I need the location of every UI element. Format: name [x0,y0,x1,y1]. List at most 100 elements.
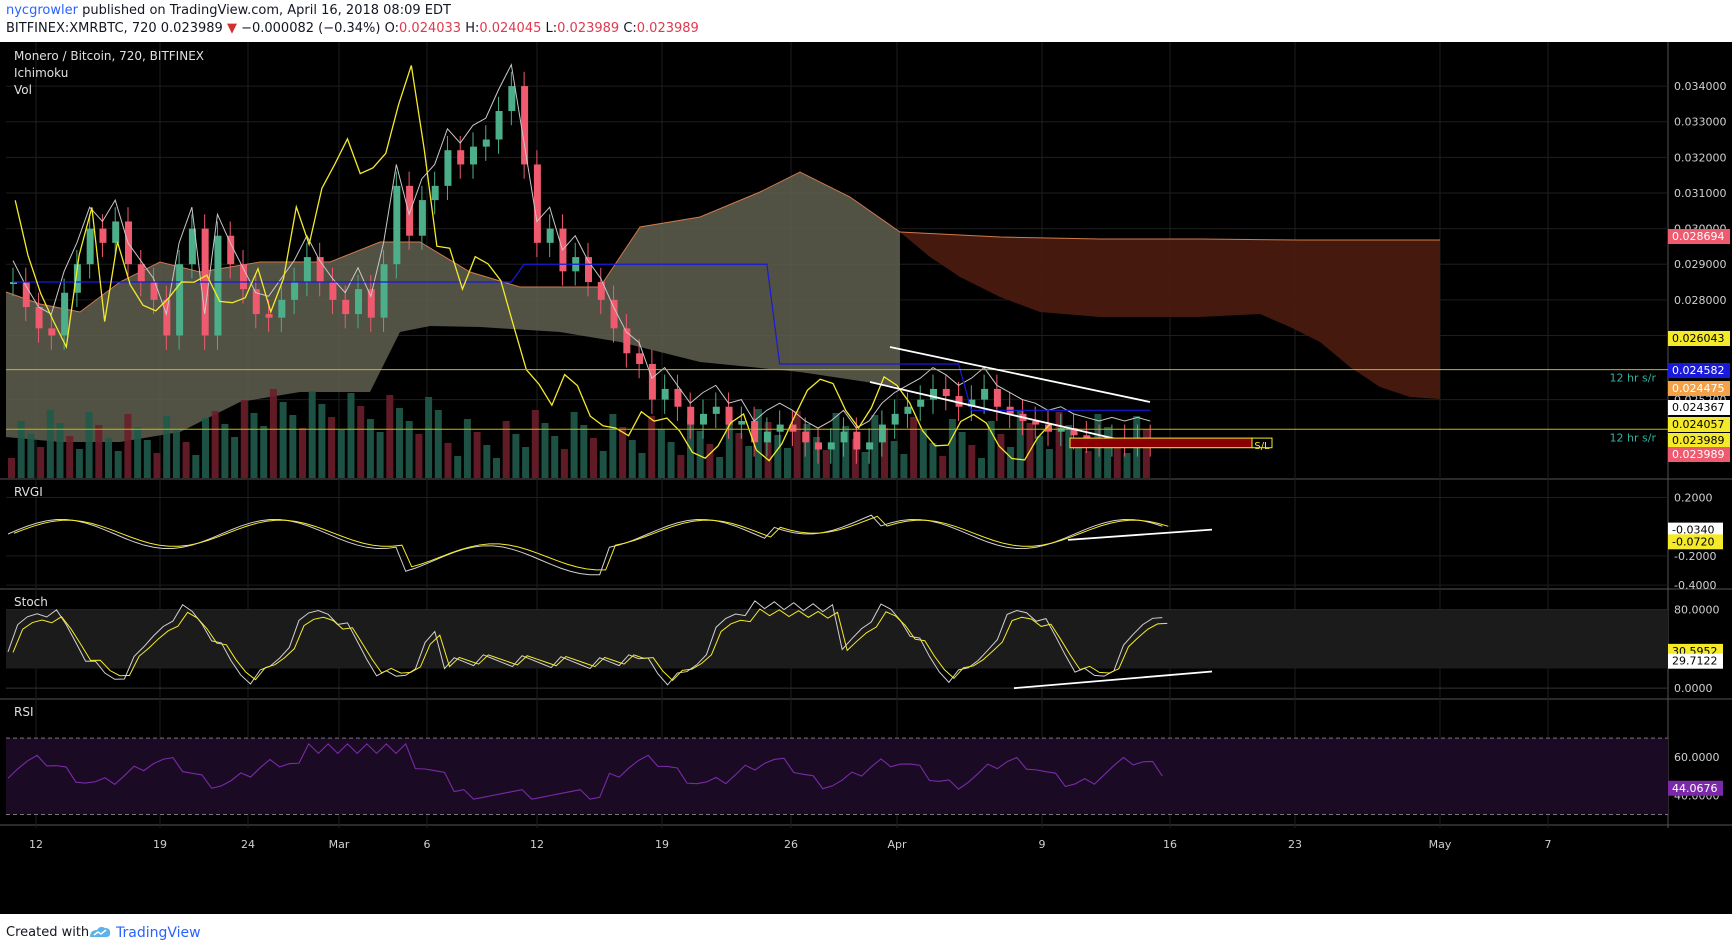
price-label-bg [1668,433,1730,448]
candle-body [942,388,950,397]
last-price: 0.023989 [160,21,223,36]
volume-bar [454,456,462,478]
created-with-text: Created with [6,925,90,940]
volume-bar [289,415,297,478]
tradingview-brand[interactable]: TradingView [116,925,201,941]
candle-body [418,200,426,236]
candle-body [789,424,797,432]
rvgi-value-text: -0.0720 [1672,535,1714,548]
candle-body [22,282,30,307]
candle-body [252,289,260,315]
x-tick-label: 12 [29,838,43,851]
volume-bar [444,443,452,478]
volume-bar [396,408,403,478]
author-link[interactable]: nycgrowler [6,3,78,18]
candle-body [470,146,477,165]
volume-bar [832,413,840,478]
down-triangle-icon: ▼ [226,21,237,36]
candle-body [878,424,886,443]
tenkan-sen-line [12,63,1151,429]
volume-bar [493,458,500,478]
stoch-panel[interactable]: Stoch [6,595,1668,690]
candle-body [48,328,56,336]
candle-body [866,442,874,450]
volume-bar [1142,429,1150,478]
volume-bar [366,419,374,478]
channel-upper-line [889,346,1151,403]
x-tick-label: May [1429,838,1452,851]
tradingview-logo-icon [90,926,111,937]
volume-bar [85,412,93,478]
volume-bar [114,451,122,478]
volume-bar [997,434,1005,478]
volume-bar [541,423,549,478]
candle-body [827,442,835,450]
volume-bar [17,421,25,478]
candle-body [636,353,644,364]
candle-body [214,235,222,336]
rsi-band [6,738,1668,815]
rsi-value-text: 44.0676 [1672,782,1718,795]
volume-bar [463,419,471,478]
rsi-line [7,742,1163,800]
footer: Created with TradingView [0,914,1732,951]
volume-bar [425,397,433,478]
volume-bar [522,447,530,478]
volume-bar [793,411,801,478]
candle-body [776,424,784,432]
volume-bar [803,424,811,478]
x-tick-label: Mar [329,838,350,851]
volume-bar [1113,440,1121,478]
stop-loss-label: S/L [1254,441,1270,452]
volume-bar [153,453,161,478]
candle-body [802,431,810,443]
rvgi-tick-label: -0.2000 [1674,550,1716,563]
candle-body [73,264,81,293]
chart-canvas[interactable]: 12 hr s/r 12 hr s/r S/L Monero / Bitcoin, 7… [0,42,1732,914]
volume-bar [822,450,830,478]
volume-bar [599,451,607,478]
volume-bar [1036,436,1044,478]
rvgi-tick-label: 0.2000 [1674,492,1713,505]
volume-bar [735,433,743,478]
volume-bar [483,445,491,478]
senkou-b-line [899,231,1440,241]
volume-bar [745,446,753,478]
candle-body [738,420,746,425]
volume-bar [221,424,229,478]
price-tick-label: 0.034000 [1674,80,1727,93]
volume-bar [260,426,268,478]
volume-bar [1045,449,1053,478]
volume-bar [211,411,219,478]
volume-bar [987,421,995,478]
rvgi-tick-label: -0.4000 [1674,579,1716,592]
x-tick-label: 19 [153,838,167,851]
price-label-text: 0.023989 [1672,448,1725,461]
price-panel[interactable]: 12 hr s/r 12 hr s/r S/L Monero / Bitcoin, 7… [5,49,1668,478]
candle-body [265,314,273,318]
volume-bar [46,410,54,478]
volume-bar [27,434,35,478]
candle-body [86,228,94,265]
stop-loss-box [1069,437,1253,449]
volume-bar [1055,412,1063,478]
volume-bar [725,420,733,478]
published-text: published on TradingView.com, April 16, … [82,3,451,18]
candle-body [393,185,401,265]
price-label-text: 0.023989 [1672,434,1725,447]
candle-body [355,289,362,315]
low-label: L: [545,21,558,36]
candle-body [10,282,17,285]
volume-bar [919,430,927,478]
x-tick-label: 9 [1039,838,1046,851]
volume-bar [1007,447,1015,478]
volume-bar [580,425,588,478]
candle-body [431,185,439,201]
rvgi-panel[interactable]: RVGI [7,485,1213,576]
candle-body [406,185,414,236]
x-tick-label: 16 [1163,838,1177,851]
rsi-panel[interactable]: RSI [6,705,1668,815]
volume-bar [871,415,879,478]
candle-body [981,388,989,400]
candle-body [61,292,69,336]
